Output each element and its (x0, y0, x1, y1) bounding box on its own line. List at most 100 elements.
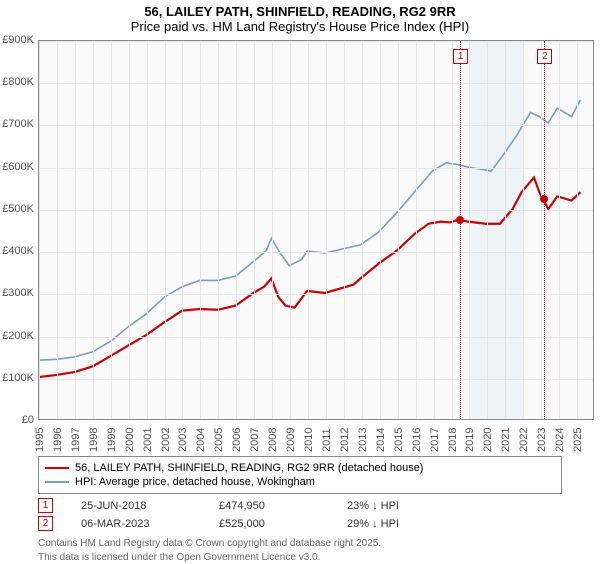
legend-label: 56, LAILEY PATH, SHINFIELD, READING, RG2… (75, 462, 423, 474)
sale-dot (540, 195, 548, 203)
ytick-label: £500K (0, 203, 34, 215)
xtick-label: 2011 (321, 428, 333, 452)
xtick-label: 2014 (375, 428, 387, 452)
gridline-v (505, 41, 506, 419)
ytick-label: £100K (0, 372, 34, 384)
sales-table: 1 25-JUN-2018 £474,950 23% ↓ HPI 2 06-MA… (0, 498, 600, 531)
gridline-v (129, 41, 130, 419)
gridline-v (326, 41, 327, 419)
gridline-h (39, 41, 593, 42)
chart: 12 £0£100K£200K£300K£400K£500K£600K£700K… (0, 36, 600, 456)
xtick-label: 2024 (554, 428, 566, 452)
xtick-label: 2010 (303, 428, 315, 452)
xtick-label: 2016 (411, 428, 423, 452)
legend-label: HPI: Average price, detached house, Woki… (75, 476, 315, 488)
sale-dot (456, 216, 464, 224)
marker-line (544, 41, 545, 419)
gridline-v (75, 41, 76, 419)
gridline-v (39, 41, 40, 419)
gridline-v (577, 41, 578, 419)
xtick-label: 2023 (536, 428, 548, 452)
chart-lines (39, 41, 593, 419)
gridline-h (39, 125, 593, 126)
gridline-v (416, 41, 417, 419)
title-sub: Price paid vs. HM Land Registry's House … (0, 19, 600, 34)
xtick-label: 2003 (177, 428, 189, 452)
sale-index: 2 (38, 516, 53, 531)
xtick-label: 2006 (231, 428, 243, 452)
gridline-v (272, 41, 273, 419)
gridline-v (308, 41, 309, 419)
legend-item: 56, LAILEY PATH, SHINFIELD, READING, RG2… (45, 461, 555, 475)
gridline-v (398, 41, 399, 419)
xtick-label: 2020 (482, 428, 494, 452)
ytick-label: £200K (0, 330, 34, 342)
ytick-label: £300K (0, 287, 34, 299)
legend-swatch (45, 481, 69, 483)
gridline-v (487, 41, 488, 419)
gridline-h (39, 252, 593, 253)
sale-price: £474,950 (219, 500, 319, 512)
ytick-label: £800K (0, 76, 34, 88)
legend-item: HPI: Average price, detached house, Woki… (45, 475, 555, 489)
gridline-v (57, 41, 58, 419)
xtick-label: 1995 (34, 428, 46, 452)
footer-line2: This data is licensed under the Open Gov… (38, 551, 562, 564)
gridline-v (111, 41, 112, 419)
marker-badge: 1 (453, 49, 468, 64)
gridline-h (39, 337, 593, 338)
marker-badge: 2 (537, 49, 552, 64)
gridline-h (39, 210, 593, 211)
series-hpi (39, 100, 580, 360)
legend-swatch (45, 467, 69, 469)
gridline-v (200, 41, 201, 419)
xtick-label: 2009 (285, 428, 297, 452)
xtick-label: 1998 (88, 428, 100, 452)
gridline-v (523, 41, 524, 419)
legend: 56, LAILEY PATH, SHINFIELD, READING, RG2… (38, 456, 562, 494)
ytick-label: £900K (0, 34, 34, 46)
gridline-v (165, 41, 166, 419)
xtick-label: 2018 (447, 428, 459, 452)
xtick-label: 1996 (52, 428, 64, 452)
gridline-v (541, 41, 542, 419)
gridline-v (147, 41, 148, 419)
gridline-v (434, 41, 435, 419)
gridline-v (362, 41, 363, 419)
xtick-label: 2022 (518, 428, 530, 452)
xtick-label: 2008 (267, 428, 279, 452)
xtick-label: 2007 (249, 428, 261, 452)
sale-row: 2 06-MAR-2023 £525,000 29% ↓ HPI (38, 516, 562, 531)
xtick-label: 1997 (70, 428, 82, 452)
sale-diff: 29% ↓ HPI (347, 518, 467, 530)
gridline-v (182, 41, 183, 419)
gridline-v (290, 41, 291, 419)
xtick-label: 1999 (106, 428, 118, 452)
xtick-label: 2017 (429, 428, 441, 452)
xtick-label: 2019 (464, 428, 476, 452)
ytick-label: £700K (0, 118, 34, 130)
ytick-label: £0 (0, 414, 34, 426)
xtick-label: 2015 (393, 428, 405, 452)
gridline-h (39, 379, 593, 380)
xtick-label: 2012 (339, 428, 351, 452)
title-main: 56, LAILEY PATH, SHINFIELD, READING, RG2… (0, 4, 600, 19)
gridline-v (380, 41, 381, 419)
gridline-h (39, 168, 593, 169)
gridline-v (218, 41, 219, 419)
gridline-v (452, 41, 453, 419)
xtick-label: 2013 (357, 428, 369, 452)
ytick-label: £600K (0, 161, 34, 173)
gridline-h (39, 83, 593, 84)
sale-date: 06-MAR-2023 (81, 518, 191, 530)
footer-line1: Contains HM Land Registry data © Crown c… (38, 537, 562, 551)
marker-line (460, 41, 461, 419)
xtick-label: 2021 (500, 428, 512, 452)
gridline-h (39, 294, 593, 295)
gridline-v (254, 41, 255, 419)
xtick-label: 2001 (142, 428, 154, 452)
xtick-label: 2004 (195, 428, 207, 452)
xtick-label: 2005 (213, 428, 225, 452)
sale-index: 1 (38, 498, 53, 513)
series-price_paid (39, 177, 580, 377)
